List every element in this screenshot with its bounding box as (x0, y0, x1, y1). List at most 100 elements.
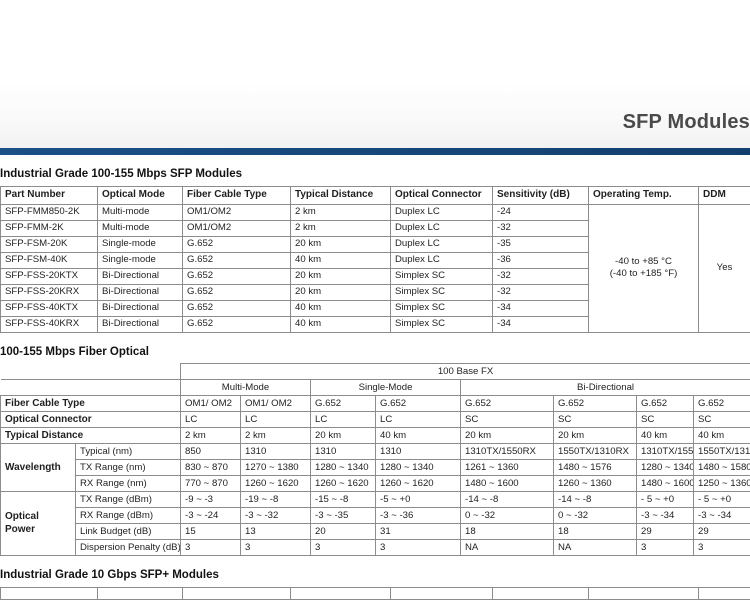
cell-optical-mode: Bi-Directional (98, 300, 183, 316)
column-header-fiber-cable-type: Fiber Cable Type (183, 186, 291, 204)
cell-value: G.652 (694, 396, 750, 412)
cell-fiber-cable-type: G.652 (183, 316, 291, 332)
cell-placeholder (1, 587, 98, 599)
cell-ddm: Yes (699, 204, 750, 332)
cell-value: -15 ~ -8 (311, 492, 376, 508)
row-label-optical-connector: Optical Connector (1, 412, 181, 428)
row-label-typical-distance: Typical Distance (1, 428, 181, 444)
cell-value: LC (311, 412, 376, 428)
cell-part-number: SFP-FMM850-2K (1, 204, 98, 220)
cell-value: 1310TX/1550RX (461, 444, 554, 460)
group-label-wavelength: Wavelength (1, 444, 76, 492)
section-heading-fiber-optical: 100-155 Mbps Fiber Optical (0, 346, 750, 359)
cell-value: LC (241, 412, 311, 428)
cell-value: 1310 (241, 444, 311, 460)
operating-temp-celsius: -40 to +85 °C (615, 256, 672, 267)
table-mode-header-row: Multi-Mode Single-Mode Bi-Directional (1, 380, 750, 396)
cell-optical-connector: Duplex LC (391, 220, 493, 236)
column-header-part-number: Part Number (1, 186, 98, 204)
cell-value: LC (376, 412, 461, 428)
cell-value: 1310TX/1550RX (637, 444, 694, 460)
row-label-rx-range-dbm: RX Range (dBm) (76, 508, 181, 524)
table-row: Fiber Cable Type OM1/ OM2 OM1/ OM2 G.652… (1, 396, 750, 412)
cell-optical-connector: Simplex SC (391, 268, 493, 284)
cell-value: -19 ~ -8 (241, 492, 311, 508)
cell-value: - 5 ~ +0 (637, 492, 694, 508)
cell-value: 1280 ~ 1340 (311, 460, 376, 476)
section-heading-sfp-modules: Industrial Grade 100-155 Mbps SFP Module… (0, 168, 750, 181)
cell-value: -5 ~ +0 (376, 492, 461, 508)
table-row: TX Range (nm) 830 ~ 870 1270 ~ 1380 1280… (1, 460, 750, 476)
cell-part-number: SFP-FSM-40K (1, 252, 98, 268)
cell-fiber-cable-type: G.652 (183, 268, 291, 284)
cell-value: - 5 ~ +0 (694, 492, 750, 508)
cell-optical-mode: Multi-mode (98, 204, 183, 220)
cell-typical-distance: 20 km (291, 284, 391, 300)
cell-optical-mode: Bi-Directional (98, 316, 183, 332)
cell-sensitivity: -24 (493, 204, 589, 220)
cell-value: 29 (694, 524, 750, 540)
cell-sensitivity: -34 (493, 316, 589, 332)
cell-value: 18 (461, 524, 554, 540)
cell-value: -3 ~ -35 (311, 508, 376, 524)
cell-value: 2 km (181, 428, 241, 444)
cell-value: 3 (694, 540, 750, 556)
cell-part-number: SFP-FMM-2K (1, 220, 98, 236)
cell-typical-distance: 2 km (291, 204, 391, 220)
table-industrial-100-155-sfp-modules: Part Number Optical Mode Fiber Cable Typ… (0, 186, 750, 333)
cell-value: OM1/ OM2 (181, 396, 241, 412)
cell-fiber-cable-type: OM1/OM2 (183, 220, 291, 236)
cell-value: OM1/ OM2 (241, 396, 311, 412)
cell-optical-connector: Duplex LC (391, 204, 493, 220)
cell-value: G.652 (637, 396, 694, 412)
row-label-typical-nm: Typical (nm) (76, 444, 181, 460)
cell-sensitivity: -32 (493, 268, 589, 284)
table-row: Optical Power TX Range (dBm) -9 ~ -3 -19… (1, 492, 750, 508)
cell-value: 1260 ~ 1360 (554, 476, 637, 492)
cell-part-number: SFP-FSS-20KTX (1, 268, 98, 284)
cell-value: 40 km (637, 428, 694, 444)
cell-value: 2 km (241, 428, 311, 444)
row-label-fiber-cable-type: Fiber Cable Type (1, 396, 181, 412)
cell-value: -3 ~ -36 (376, 508, 461, 524)
group-header-bi-directional: Bi-Directional (461, 380, 750, 396)
cell-value: 18 (554, 524, 637, 540)
table-row: Link Budget (dB) 15 13 20 31 18 18 29 29 (1, 524, 750, 540)
column-header-optical-mode: Optical Mode (98, 186, 183, 204)
cell-value: 1310 (311, 444, 376, 460)
cell-value: 1280 ~ 1340 (637, 460, 694, 476)
cell-part-number: SFP-FSM-20K (1, 236, 98, 252)
cell-value: G.652 (311, 396, 376, 412)
column-header-ddm: DDM (699, 186, 750, 204)
cell-sensitivity: -32 (493, 220, 589, 236)
cell-sensitivity: -32 (493, 284, 589, 300)
cell-fiber-cable-type: OM1/OM2 (183, 204, 291, 220)
page-title: SFP Modules (623, 112, 750, 132)
cell-sensitivity: -34 (493, 300, 589, 316)
cell-value: 3 (637, 540, 694, 556)
cell-value: -3 ~ -34 (694, 508, 750, 524)
table-industrial-10gbps-sfp-plus-modules (0, 587, 750, 600)
cell-value: SC (637, 412, 694, 428)
table-row: Optical Connector LC LC LC LC SC SC SC S… (1, 412, 750, 428)
group-header-multi-mode: Multi-Mode (181, 380, 311, 396)
cell-value: 1480 ~ 1580 (694, 460, 750, 476)
section-heading-10gbps-sfp-plus: Industrial Grade 10 Gbps SFP+ Modules (0, 569, 750, 582)
cell-value: -3 ~ -32 (241, 508, 311, 524)
table-row: Dispersion Penalty (dB) 3 3 3 3 NA NA 3 … (1, 540, 750, 556)
cell-placeholder (589, 587, 699, 599)
cell-value: 20 (311, 524, 376, 540)
cell-value: 3 (311, 540, 376, 556)
cell-value: SC (694, 412, 750, 428)
cell-fiber-cable-type: G.652 (183, 252, 291, 268)
cell-value: 1550TX/1310RX (554, 444, 637, 460)
cell-placeholder (699, 587, 750, 599)
cell-value: SC (554, 412, 637, 428)
cell-optical-mode: Single-mode (98, 236, 183, 252)
cell-placeholder (291, 587, 391, 599)
table-header-row: Part Number Optical Mode Fiber Cable Typ… (1, 186, 750, 204)
row-label-tx-range-dbm: TX Range (dBm) (76, 492, 181, 508)
cell-value: NA (554, 540, 637, 556)
table-row (1, 587, 750, 599)
cell-value: 0 ~ -32 (554, 508, 637, 524)
